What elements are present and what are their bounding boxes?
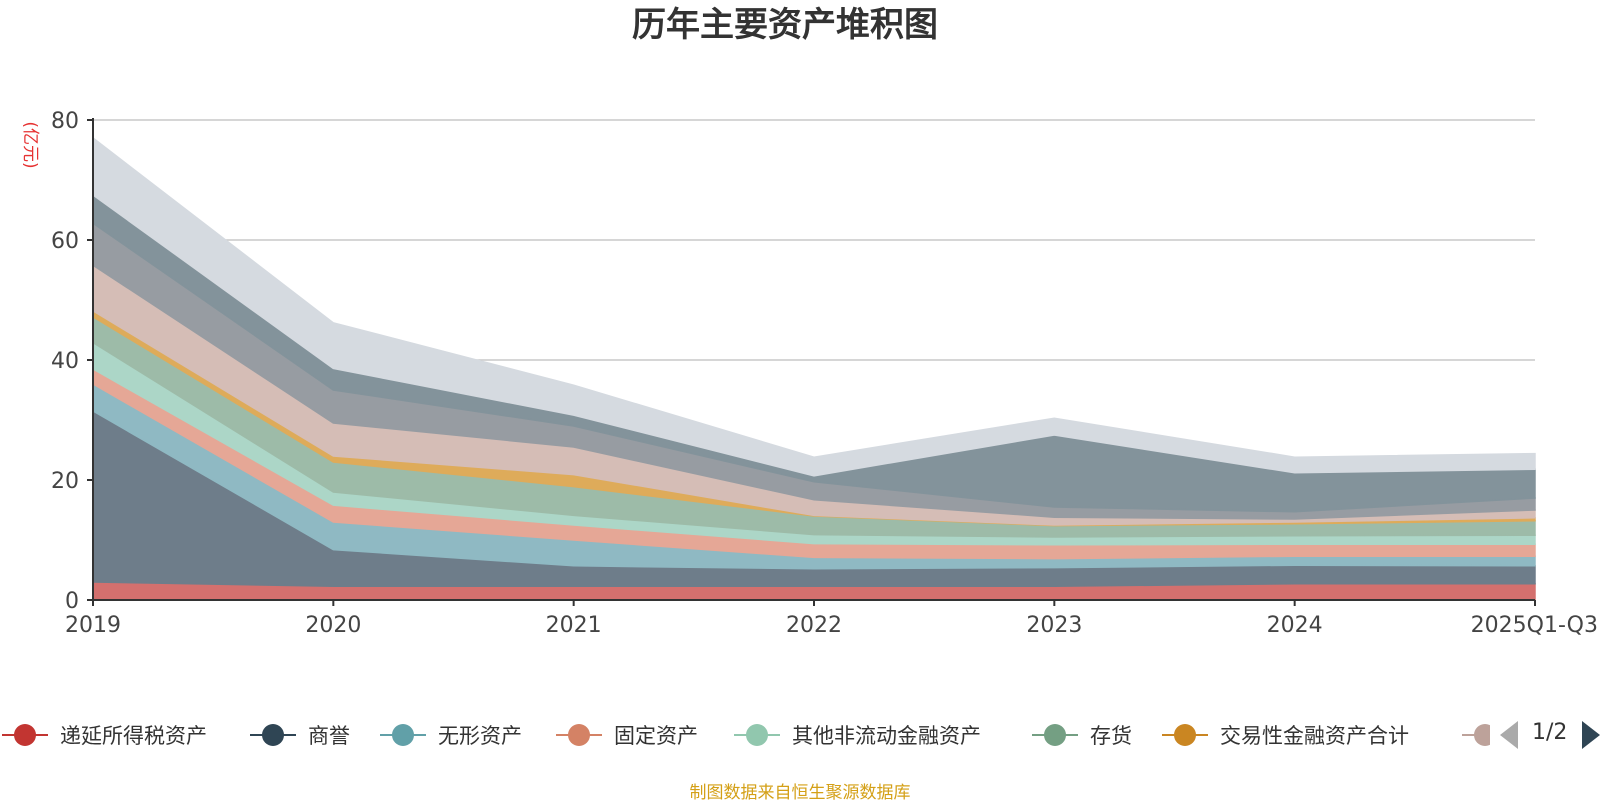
x-tick-label: 2022	[786, 613, 842, 638]
legend-item[interactable]: 存货	[1030, 718, 1132, 752]
y-tick-label: 40	[51, 349, 79, 374]
legend-label: 无形资产	[438, 724, 522, 748]
y-tick-label: 20	[51, 469, 79, 494]
legend-item[interactable]: 递延所得税资产	[0, 718, 207, 752]
y-tick-label: 0	[65, 589, 79, 614]
legend-label: 商誉	[308, 724, 350, 748]
legend-marker-icon	[0, 720, 50, 750]
x-tick-label: 2020	[305, 613, 361, 638]
legend-label: 存货	[1090, 724, 1132, 748]
legend-marker-icon	[732, 720, 782, 750]
legend-page-indicator: 1/2	[1532, 720, 1568, 745]
legend-item[interactable]	[1460, 718, 1490, 752]
legend-marker-icon	[1030, 720, 1080, 750]
legend-marker-icon	[378, 720, 428, 750]
x-tick-label: 2021	[546, 613, 602, 638]
area-series-11[interactable]	[92, 136, 1536, 477]
legend-item[interactable]: 交易性金融资产合计	[1160, 718, 1409, 752]
y-axis-unit-label: (亿元)	[20, 121, 40, 168]
legend-marker-icon	[554, 720, 604, 750]
legend-label: 固定资产	[614, 724, 698, 748]
legend-item[interactable]: 商誉	[248, 718, 350, 752]
y-tick-label: 80	[51, 109, 79, 134]
y-tick-label: 60	[51, 229, 79, 254]
x-tick-label: 2024	[1267, 613, 1323, 638]
x-tick-label: 2025Q1-Q3	[1471, 613, 1598, 638]
x-tick-label: 2023	[1026, 613, 1082, 638]
legend-next-page-button[interactable]	[1582, 721, 1600, 749]
legend: 递延所得税资产 商誉 无形资产 固定资产 其他非流动金融资产 存货 交易性金融资产合计 1/…	[0, 718, 1600, 752]
x-tick-label: 2019	[65, 613, 121, 638]
legend-label: 其他非流动金融资产	[792, 724, 981, 748]
chart-title: 历年主要资产堆积图	[632, 5, 938, 45]
legend-marker-icon	[1160, 720, 1210, 750]
legend-label: 交易性金融资产合计	[1220, 724, 1409, 748]
legend-marker-icon	[248, 720, 298, 750]
legend-label: 递延所得税资产	[60, 724, 207, 748]
legend-item[interactable]: 无形资产	[378, 718, 522, 752]
legend-item[interactable]: 固定资产	[554, 718, 698, 752]
legend-marker-icon	[1460, 720, 1490, 750]
data-source-note: 制图数据来自恒生聚源数据库	[689, 783, 911, 803]
legend-item[interactable]: 其他非流动金融资产	[732, 718, 981, 752]
legend-prev-page-button[interactable]	[1500, 721, 1518, 749]
